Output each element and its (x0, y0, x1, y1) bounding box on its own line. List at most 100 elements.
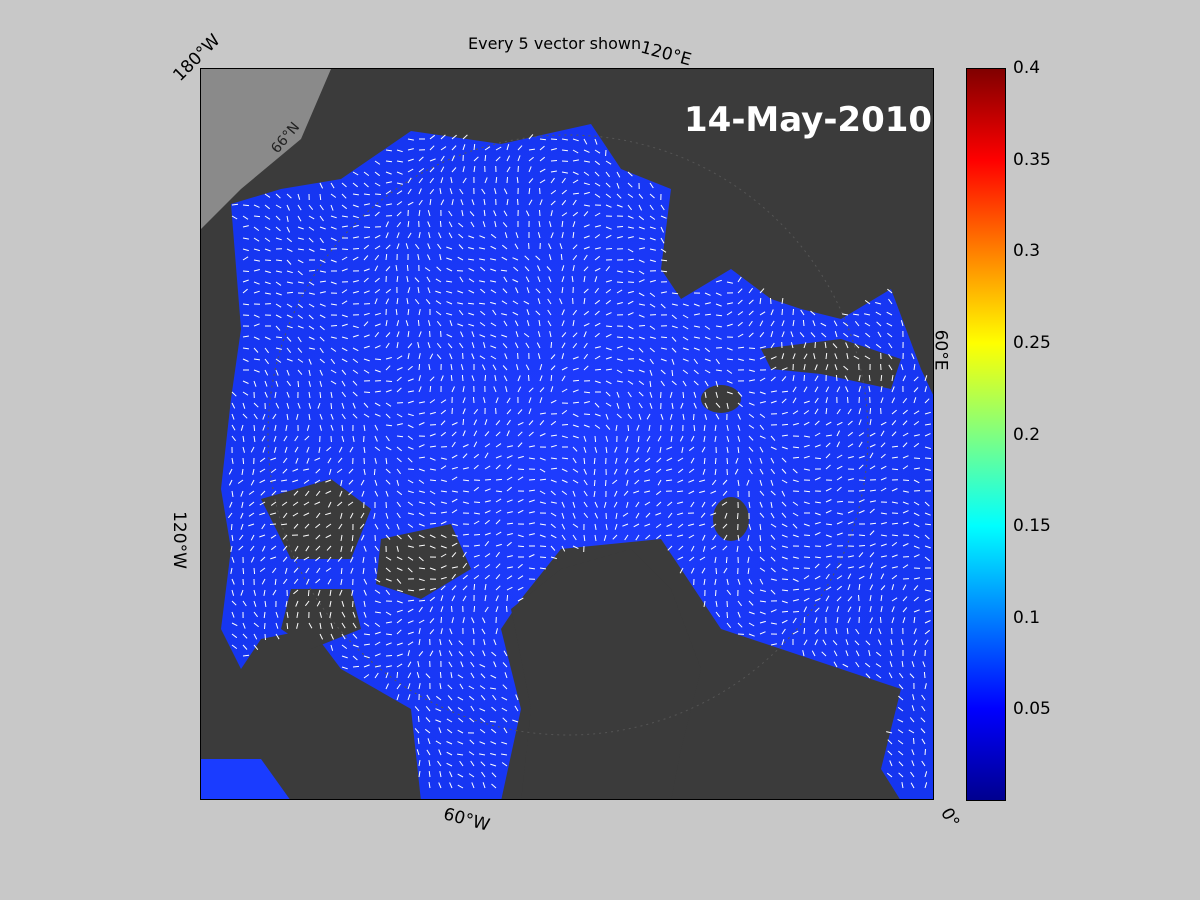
drift-vector (490, 763, 497, 767)
drift-vector (253, 281, 260, 285)
drift-vector (428, 232, 431, 239)
drift-vector (503, 210, 508, 217)
drift-vector (889, 650, 893, 657)
drift-vector (550, 177, 555, 184)
drift-vector (457, 302, 464, 305)
drift-vector (822, 639, 827, 646)
drift-vector (414, 277, 420, 283)
drift-vector (284, 567, 288, 574)
drift-vector (924, 683, 927, 690)
drift-vector (275, 226, 281, 232)
drift-vector (711, 479, 717, 486)
drift-vector (407, 390, 414, 393)
drift-vector (836, 532, 843, 536)
drift-vector (813, 353, 816, 360)
drift-vector (435, 290, 442, 294)
drift-vector (887, 739, 893, 745)
drift-vector (259, 567, 266, 573)
drift-vector (561, 149, 568, 152)
drift-vector (484, 154, 487, 162)
drift-vector (902, 420, 908, 426)
drift-vector (682, 314, 689, 319)
drift-vector (396, 534, 402, 540)
drift-vector (308, 303, 315, 308)
drift-vector (293, 589, 299, 595)
drift-vector (231, 644, 238, 649)
drift-vector (759, 556, 765, 562)
drift-vector (440, 595, 444, 602)
drift-vector (847, 566, 855, 569)
drift-vector (429, 587, 436, 591)
drift-vector (341, 300, 348, 305)
drift-vector (517, 409, 523, 415)
drift-vector (880, 430, 885, 437)
drift-vector (869, 452, 874, 459)
drift-vector (484, 540, 490, 547)
drift-vector (340, 479, 343, 487)
drift-vector (748, 545, 753, 552)
drift-vector (264, 193, 271, 198)
drift-vector (495, 146, 502, 151)
drift-vector (418, 490, 425, 493)
drift-vector (330, 325, 338, 327)
drift-vector (583, 138, 588, 145)
drift-vector (812, 320, 816, 327)
drift-vector (858, 575, 865, 580)
drift-vector (880, 453, 886, 459)
drift-vector (462, 479, 470, 482)
drift-vector (385, 512, 389, 519)
drift-vector (688, 468, 695, 474)
drift-vector (583, 435, 587, 442)
drift-vector (502, 662, 508, 668)
drift-vector (468, 258, 475, 261)
drift-vector (803, 588, 810, 591)
drift-vector (868, 649, 871, 657)
drift-vector (825, 595, 830, 602)
drift-vector (407, 309, 410, 316)
drift-vector (275, 402, 280, 409)
drift-vector (633, 490, 640, 494)
drift-vector (439, 220, 442, 228)
drift-vector (396, 367, 403, 371)
drift-vector (330, 391, 333, 398)
drift-vector (231, 391, 237, 397)
drift-vector (572, 479, 579, 484)
drift-vector (385, 424, 393, 427)
drift-vector (726, 391, 733, 395)
drift-vector (484, 510, 491, 514)
drift-vector (913, 639, 918, 646)
drift-vector (594, 225, 601, 228)
drift-vector (682, 303, 689, 307)
drift-vector (638, 292, 645, 297)
drift-vector (417, 737, 420, 745)
drift-vector (319, 325, 325, 331)
drift-vector (418, 501, 425, 505)
drift-vector (270, 512, 277, 515)
drift-vector (470, 705, 475, 712)
drift-vector (548, 243, 552, 250)
drift-vector (341, 424, 344, 431)
drift-vector (627, 413, 633, 420)
drift-vector (748, 633, 755, 637)
drift-vector (748, 287, 753, 294)
drift-vector (814, 629, 820, 635)
drift-vector (638, 314, 645, 318)
drift-vector (374, 245, 381, 250)
drift-vector (666, 446, 673, 450)
drift-vector (875, 302, 882, 305)
drift-vector (306, 424, 310, 431)
drift-vector (506, 199, 509, 206)
drift-vector (462, 386, 465, 393)
drift-vector (902, 465, 909, 470)
drift-vector (352, 611, 356, 618)
drift-vector (550, 420, 557, 426)
drift-vector (418, 375, 421, 382)
drift-vector (504, 353, 508, 360)
drift-vector (657, 435, 662, 442)
drift-vectors (228, 134, 932, 789)
drift-vector (395, 309, 398, 316)
drift-vector (468, 323, 475, 327)
drift-vector (517, 575, 524, 580)
drift-vector (385, 490, 389, 497)
drift-vector (616, 182, 620, 189)
